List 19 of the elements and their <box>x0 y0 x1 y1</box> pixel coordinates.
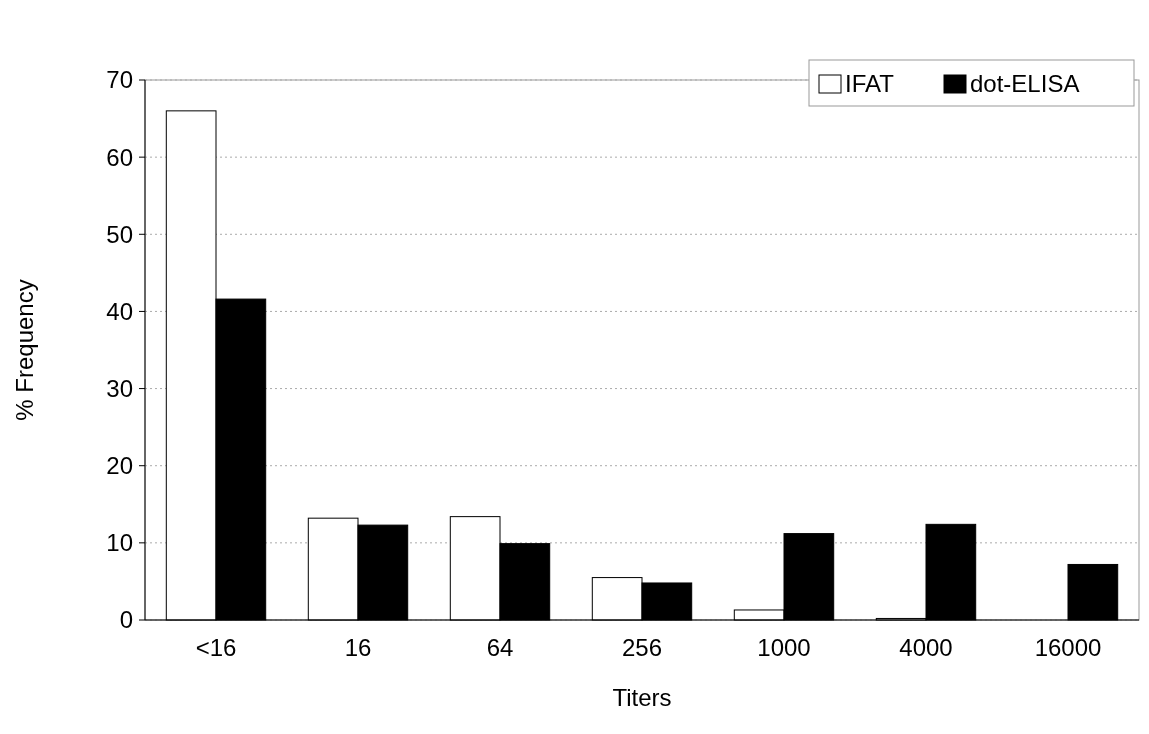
y-tick-label: 70 <box>106 66 133 94</box>
legend-label: dot-ELISA <box>970 70 1080 97</box>
y-tick-label: 60 <box>106 143 133 171</box>
y-tick-label: 20 <box>106 452 133 480</box>
x-tick-label: <16 <box>195 634 237 661</box>
x-tick-label: 64 <box>486 634 514 661</box>
y-tick-label: 40 <box>106 297 133 325</box>
x-tick-label: 16000 <box>1034 634 1102 661</box>
y-tick-label: 0 <box>119 606 133 634</box>
y-tick-label: 10 <box>106 529 133 557</box>
x-tick-label: 256 <box>621 634 663 661</box>
x-axis-title: Titers <box>612 684 672 711</box>
legend-label: IFAT <box>845 70 895 97</box>
y-axis-title: % Frequency <box>11 279 38 421</box>
y-tick-label: 30 <box>106 374 133 402</box>
y-tick-label: 50 <box>106 220 133 248</box>
x-tick-label: 1000 <box>757 634 811 661</box>
x-tick-label: 4000 <box>899 634 953 661</box>
x-tick-label: 16 <box>344 634 372 661</box>
